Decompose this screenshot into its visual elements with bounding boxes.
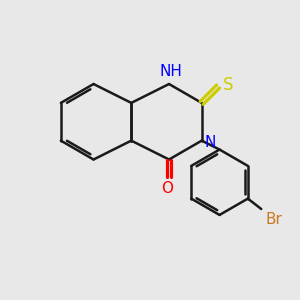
Text: O: O xyxy=(161,181,173,196)
Text: N: N xyxy=(205,135,216,150)
Text: S: S xyxy=(223,76,233,94)
Text: Br: Br xyxy=(266,212,283,227)
Text: NH: NH xyxy=(159,64,182,79)
